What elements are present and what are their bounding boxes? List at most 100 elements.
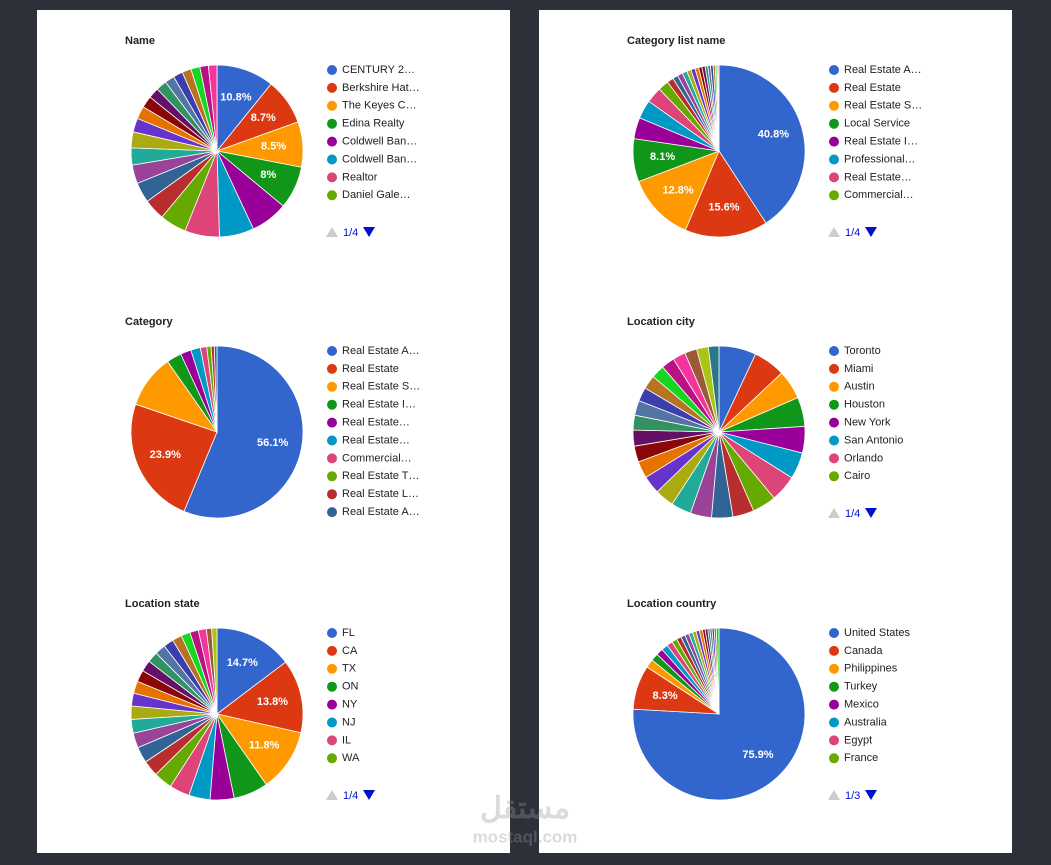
legend-swatch	[829, 82, 839, 93]
legend-label: WA	[342, 752, 360, 764]
pie-slice	[130, 403, 218, 512]
legend-label: CA	[342, 645, 358, 657]
slice-label: 14.7%	[227, 657, 258, 669]
legend-swatch	[327, 399, 337, 410]
page-prev[interactable]	[326, 227, 338, 237]
pie-slice	[707, 345, 720, 433]
legend-label: Miami	[844, 363, 873, 375]
legend-swatch	[327, 100, 337, 111]
legend-label: TX	[342, 663, 357, 675]
legend-label: IL	[342, 734, 351, 746]
page-prev[interactable]	[828, 508, 840, 518]
legend-label: Daniel Gale…	[342, 189, 410, 201]
legend-swatch	[327, 381, 337, 392]
legend-label: Real Estate T…	[342, 470, 419, 482]
page-indicator: 1/4	[845, 508, 860, 520]
legend-swatch	[829, 172, 839, 183]
page-next[interactable]	[865, 227, 877, 237]
legend-label: Philippines	[844, 663, 898, 675]
legend-label: Toronto	[844, 345, 881, 357]
pie-slice	[213, 345, 218, 433]
page-prev[interactable]	[828, 790, 840, 800]
slice-label: 8.1%	[650, 151, 675, 163]
page-indicator: 1/4	[343, 227, 358, 239]
page-next[interactable]	[865, 508, 877, 518]
slice-label: 23.9%	[150, 449, 181, 461]
legend-swatch	[327, 699, 337, 710]
legend-label: CENTURY 2…	[342, 64, 415, 76]
legend-label: Real Estate	[342, 363, 399, 375]
legend-label: Austin	[844, 381, 875, 393]
legend-label: Realtor	[342, 171, 378, 183]
slice-label: 15.6%	[708, 201, 739, 213]
legend-swatch	[829, 100, 839, 111]
legend-swatch	[327, 65, 337, 75]
slice-label: 12.8%	[663, 184, 694, 196]
legend-label: Local Service	[844, 118, 910, 130]
page-indicator: 1/3	[845, 790, 860, 802]
legend-swatch	[829, 735, 839, 746]
legend-swatch	[829, 381, 839, 392]
legend-label: San Antonio	[844, 434, 903, 446]
legend-label: FL	[342, 627, 355, 639]
page-indicator: 1/4	[845, 227, 860, 239]
legend-label: Real Estate L…	[342, 488, 419, 500]
legend-label: New York	[844, 417, 891, 429]
page-prev[interactable]	[326, 790, 338, 800]
chart-title: Category list name	[627, 35, 725, 47]
legend-swatch	[327, 136, 337, 147]
pie-slice	[211, 627, 218, 715]
legend-swatch	[327, 417, 337, 428]
legend-label: Real Estate	[844, 82, 901, 94]
page-next[interactable]	[363, 790, 375, 800]
legend-swatch	[829, 435, 839, 446]
legend-swatch	[829, 363, 839, 374]
chart-title: Name	[125, 35, 155, 47]
legend-label: Cairo	[844, 470, 870, 482]
legend-swatch	[829, 645, 839, 656]
legend-swatch	[829, 346, 839, 356]
slice-label: 8.7%	[251, 112, 276, 124]
slice-label: 11.8%	[249, 740, 280, 752]
legend-swatch	[327, 82, 337, 93]
chart-title: Category	[125, 316, 174, 328]
page-next[interactable]	[363, 227, 375, 237]
legend-label: The Keyes C…	[342, 100, 417, 112]
legend-swatch	[829, 65, 839, 75]
page-prev[interactable]	[828, 227, 840, 237]
page-next[interactable]	[865, 790, 877, 800]
legend-label: Edina Realty	[342, 118, 405, 130]
legend-label: Real Estate I…	[342, 399, 416, 411]
legend-label: Commercial…	[844, 189, 914, 201]
legend-swatch	[829, 663, 839, 674]
legend-swatch	[829, 399, 839, 410]
legend-swatch	[327, 172, 337, 183]
legend-label: Real Estate A…	[844, 64, 922, 76]
watermark-site: mostaql.com	[473, 827, 578, 846]
legend-swatch	[829, 154, 839, 165]
legend-label: United States	[844, 627, 911, 639]
legend-swatch	[327, 717, 337, 728]
legend-label: Real Estate…	[342, 434, 410, 446]
legend-swatch	[327, 735, 337, 746]
slice-label: 8%	[260, 169, 276, 181]
pie-slice	[717, 64, 720, 152]
legend-label: Houston	[844, 399, 885, 411]
legend-label: France	[844, 752, 878, 764]
legend-label: Real Estate I…	[844, 136, 918, 148]
legend-swatch	[327, 628, 337, 638]
pie-slice	[216, 661, 304, 734]
legend-label: Coldwell Ban…	[342, 136, 417, 148]
legend-swatch	[829, 417, 839, 428]
pie-slice	[638, 150, 720, 231]
legend-label: Berkshire Hat…	[342, 82, 420, 94]
legend-label: Real Estate S…	[844, 100, 922, 112]
legend-label: Real Estate A…	[342, 506, 420, 518]
legend-swatch	[327, 645, 337, 656]
legend-label: Mexico	[844, 699, 879, 711]
chart-title: Location city	[627, 316, 696, 328]
page-indicator: 1/4	[343, 790, 358, 802]
legend-swatch	[327, 471, 337, 482]
pie-slice	[216, 713, 302, 786]
legend-swatch	[327, 363, 337, 374]
